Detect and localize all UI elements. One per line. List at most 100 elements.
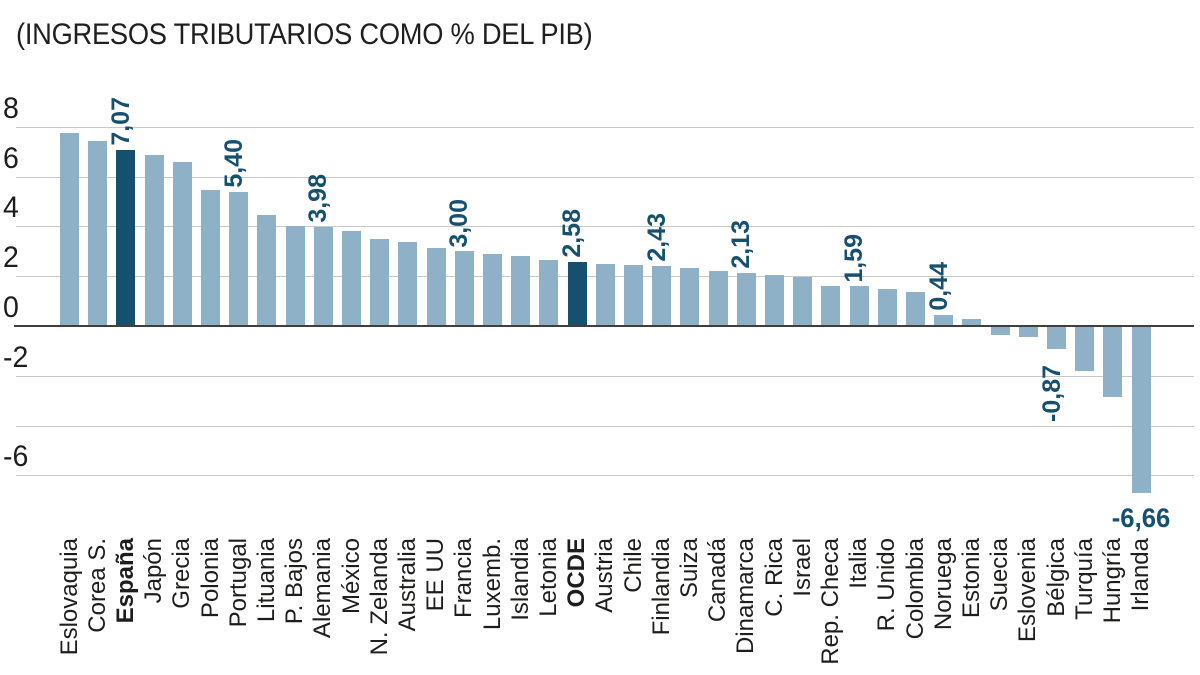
x-tick-label: Noruega	[929, 538, 957, 631]
y-tick-label: -6	[3, 440, 29, 474]
x-tick-label: Turquía	[1070, 538, 1098, 620]
x-tick-label: OCDE	[563, 538, 591, 608]
bar	[934, 315, 954, 326]
x-tick-label: Eslovenia	[1014, 538, 1042, 643]
bar-value-label: 1,59	[840, 233, 869, 283]
x-tick-label: Dinamarca	[732, 538, 760, 655]
x-tick-label: Francia	[450, 538, 478, 619]
x-tick-label: Corea S.	[83, 538, 111, 633]
bar	[793, 277, 813, 326]
x-tick-label: Eslovaquia	[55, 538, 83, 656]
x-tick-label: Suiza	[675, 538, 703, 599]
x-tick-label: Grecia	[168, 538, 196, 609]
x-tick-label: España	[111, 538, 139, 624]
bar	[1018, 327, 1038, 337]
y-tick-label: 8	[3, 91, 19, 125]
bar	[454, 251, 474, 326]
x-tick-label: Portugal	[224, 538, 252, 628]
x-tick-label: Lituania	[252, 538, 280, 623]
bar	[765, 275, 784, 326]
bar	[313, 226, 333, 326]
bar	[426, 247, 446, 326]
bar	[539, 260, 559, 326]
bar	[398, 241, 418, 326]
bar	[144, 155, 164, 326]
x-tick-label: Irlanda	[1127, 538, 1155, 612]
x-tick-label: Finlandia	[647, 538, 675, 636]
x-tick-label: EE UU	[422, 538, 450, 612]
bar	[567, 261, 587, 326]
gridline	[16, 375, 1194, 377]
bar-value-label: 2,43	[642, 212, 671, 262]
zero-axis-line	[14, 325, 1194, 327]
x-tick-label: Rep. Checa	[816, 538, 844, 665]
bar-value-label: 2,58	[558, 209, 587, 258]
x-tick-label: N. Zelanda	[365, 538, 393, 656]
x-tick-label: Canadá	[704, 538, 732, 623]
x-tick-label: Colombia	[901, 538, 929, 640]
bar	[1047, 327, 1066, 349]
x-tick-label: Israel	[788, 538, 816, 597]
bar-value-label: -6,66	[1111, 502, 1171, 533]
bar	[172, 161, 192, 326]
bar	[1131, 327, 1151, 493]
bar-value-label: 2,13	[727, 220, 756, 269]
bar	[116, 150, 136, 326]
gridline	[16, 176, 1194, 178]
x-tick-label: Estonia	[957, 538, 985, 619]
bar	[342, 231, 361, 326]
gridline	[16, 425, 1194, 427]
x-tick-label: Italia	[845, 538, 873, 589]
x-tick-label: Alemania	[309, 538, 337, 639]
x-tick-label: Polonia	[196, 538, 224, 619]
bar	[201, 190, 220, 326]
x-tick-label: Suecia	[986, 538, 1014, 612]
bar	[595, 263, 615, 327]
bar	[990, 327, 1010, 335]
bar-value-label: 5,40	[219, 138, 248, 188]
bar	[849, 286, 869, 326]
bar	[736, 273, 756, 326]
bar	[285, 225, 305, 326]
bar-value-label: 0,44	[924, 262, 953, 311]
bar	[483, 253, 502, 326]
y-tick-label: 2	[3, 241, 19, 275]
x-tick-label: Australia	[393, 538, 421, 632]
bar-value-label: 3,98	[304, 174, 333, 223]
gridline	[16, 475, 1194, 477]
bar	[257, 215, 277, 326]
x-tick-label: P. Bajos	[281, 538, 309, 625]
bar	[1103, 327, 1123, 397]
bar-value-label: 7,07	[106, 97, 135, 146]
bar	[708, 271, 728, 326]
gridline	[16, 226, 1194, 228]
x-tick-label: Islandia	[506, 538, 534, 621]
bar	[680, 268, 700, 326]
bar	[370, 239, 390, 326]
bar	[906, 292, 925, 326]
bar	[652, 265, 672, 326]
bar-value-label: -0,87	[1037, 364, 1066, 422]
x-tick-label: Japón	[140, 538, 168, 604]
bar	[1075, 327, 1095, 372]
bar	[821, 285, 841, 326]
bar	[511, 256, 531, 326]
x-tick-label: México	[337, 538, 365, 615]
bar	[962, 319, 982, 326]
x-tick-label: Luxemb.	[478, 538, 506, 631]
bar	[229, 191, 249, 326]
x-tick-label: Hungría	[1098, 538, 1126, 624]
bar-value-label: 3,00	[445, 198, 474, 248]
bar	[624, 264, 643, 326]
chart-title: (INGRESOS TRIBUTARIOS COMO % DEL PIB)	[16, 18, 593, 51]
bar	[877, 289, 897, 326]
bar	[60, 133, 79, 326]
x-tick-label: Letonia	[534, 538, 562, 617]
x-tick-label: Bélgica	[1042, 538, 1070, 617]
x-tick-label: R. Unido	[873, 538, 901, 632]
x-tick-label: Chile	[619, 538, 647, 593]
y-tick-label: 0	[3, 291, 19, 324]
y-tick-label: -2	[3, 340, 29, 374]
y-tick-label: 6	[3, 141, 19, 175]
